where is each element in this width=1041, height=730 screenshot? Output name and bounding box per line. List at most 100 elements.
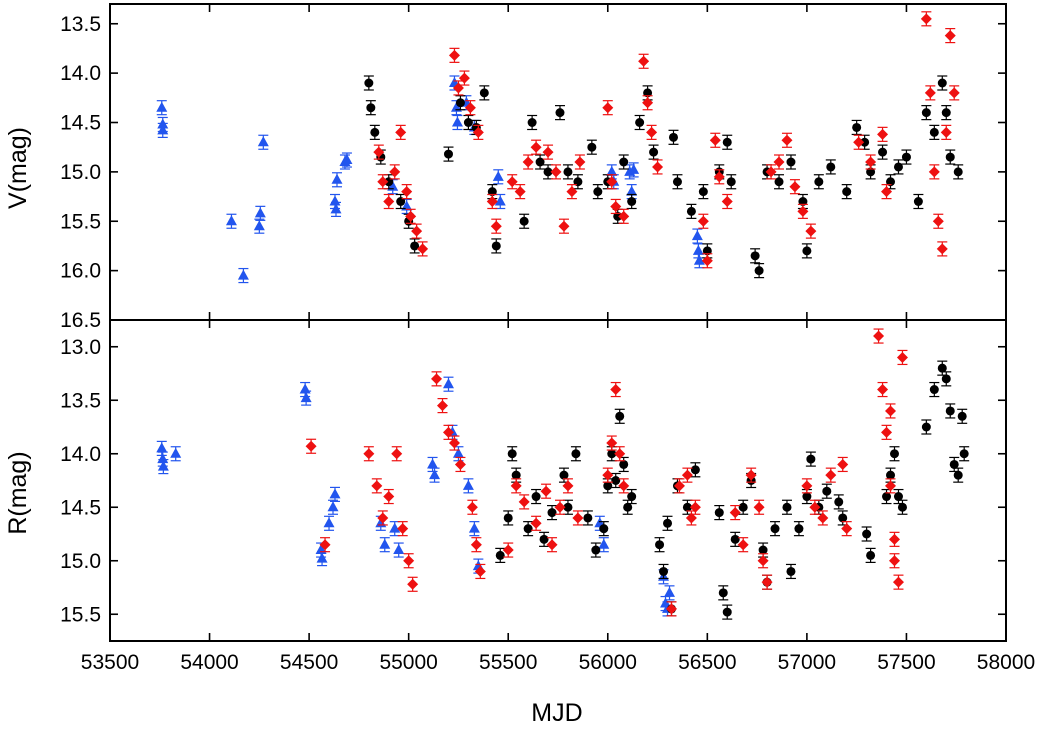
x-tick-label: 55000 [379, 651, 437, 674]
series-circle [363, 75, 964, 279]
triangle-point [257, 136, 269, 147]
diamond-point [853, 136, 865, 148]
diamond-point [781, 134, 793, 146]
circle-point [953, 470, 963, 480]
triangle-point [492, 170, 504, 181]
diamond-point [610, 384, 622, 396]
circle-point [750, 251, 760, 261]
diamond-point [932, 215, 944, 227]
circle-point [527, 118, 537, 127]
circle-point [842, 187, 852, 197]
triangle-point [442, 378, 454, 389]
triangle-point [329, 195, 341, 206]
plot-frame [109, 319, 1007, 642]
triangle-point [452, 447, 464, 458]
diamond-point [472, 126, 484, 138]
circle-point [539, 534, 549, 544]
series-diamond [373, 11, 960, 269]
triangle-point [606, 165, 618, 176]
circle-point [410, 241, 420, 251]
x-tick-label: 53500 [81, 651, 139, 674]
diamond-point [701, 255, 713, 267]
triangle-point [598, 538, 610, 549]
circle-point [957, 411, 967, 421]
diamond-point [936, 243, 948, 255]
y-tick-label: 14.5 [60, 112, 101, 135]
diamond-point [510, 480, 522, 492]
circle-point [587, 142, 597, 152]
circle-point [507, 449, 517, 459]
x-tick-label: 54000 [180, 651, 238, 674]
triangle-point [254, 207, 266, 218]
diamond-point [431, 373, 443, 385]
diamond-point [797, 205, 809, 217]
diamond-point [554, 501, 566, 513]
diamond-point [689, 501, 701, 513]
triangle-point [626, 185, 638, 196]
circle-point [806, 454, 816, 464]
diamond-point [502, 544, 514, 556]
diamond-point [442, 426, 454, 438]
circle-point [945, 406, 955, 416]
diamond-point [391, 448, 403, 460]
x-tick-label: 58000 [977, 651, 1035, 674]
diamond-point [606, 437, 618, 449]
diamond-point [681, 469, 693, 481]
circle-point [702, 246, 712, 256]
diamond-point [540, 485, 552, 497]
triangle-point [330, 203, 342, 214]
circle-point [603, 481, 613, 491]
diamond-point [407, 578, 419, 590]
circle-point [945, 152, 955, 162]
y-tick-label: 14.0 [60, 62, 101, 85]
triangle-point [429, 469, 441, 480]
diamond-point [383, 491, 395, 503]
circle-point [455, 98, 465, 108]
diamond-point [920, 13, 932, 25]
diamond-point [881, 186, 893, 198]
diamond-point [572, 512, 584, 524]
circle-point [364, 78, 374, 88]
diamond-point [944, 30, 956, 42]
circle-point [798, 197, 808, 206]
diamond-point [805, 225, 817, 237]
diamond-point [773, 156, 785, 168]
triangle-point [157, 453, 169, 464]
triangle-point [664, 586, 676, 597]
diamond-point [638, 55, 650, 67]
y-tick-label: 13.5 [60, 13, 101, 36]
diamond-point [373, 146, 385, 158]
circle-point [611, 476, 621, 485]
circle-point [913, 197, 923, 206]
diamond-point [618, 480, 630, 492]
circle-point [583, 513, 593, 523]
x-tick-label: 57000 [778, 651, 836, 674]
diamond-point [737, 539, 749, 551]
diamond-point [877, 384, 889, 396]
y-tick-label: 14.5 [60, 496, 101, 519]
triangle-point [323, 517, 335, 528]
circle-point [866, 550, 876, 560]
triangle-point [329, 488, 341, 499]
circle-point [463, 118, 473, 127]
circle-point [495, 550, 505, 560]
triangle-point [393, 544, 405, 555]
circle-point [563, 167, 573, 177]
diamond-point [709, 134, 721, 146]
series-triangle [156, 376, 676, 617]
diamond-point [885, 405, 897, 417]
circle-point [929, 127, 939, 137]
circle-point [563, 502, 573, 512]
diamond-point [885, 480, 897, 492]
triangle-point [316, 552, 328, 563]
circle-point [937, 363, 947, 373]
diamond-point [697, 215, 709, 227]
diamond-point [721, 196, 733, 207]
circle-point [937, 78, 947, 88]
triangle-point [468, 522, 480, 533]
diamond-point [530, 517, 542, 529]
circle-point [593, 187, 603, 197]
diamond-point [470, 539, 482, 551]
x-axis-title: MJD [531, 699, 582, 727]
